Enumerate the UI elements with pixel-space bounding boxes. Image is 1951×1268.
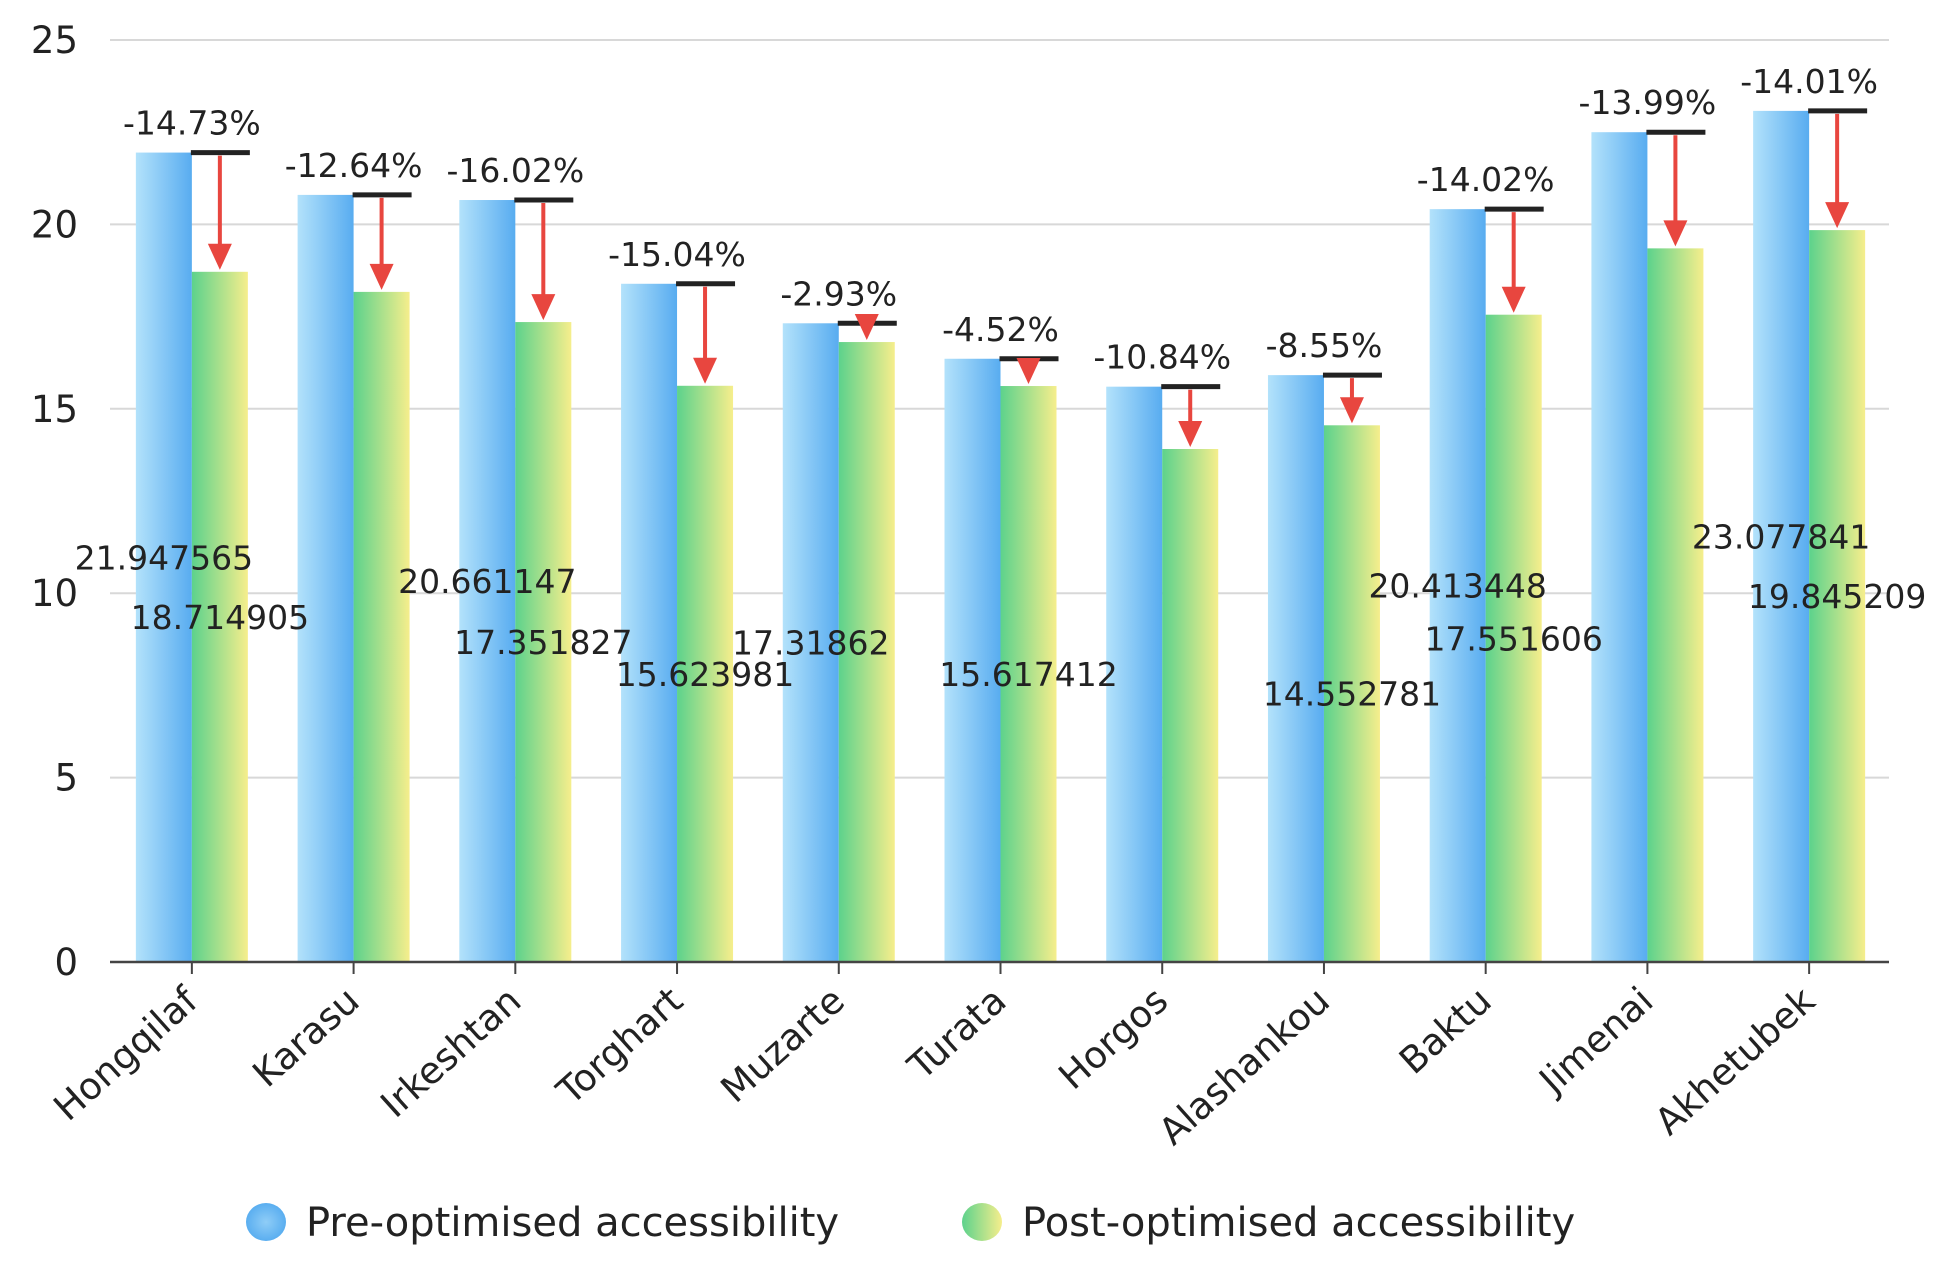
percent-change-label: -16.02% [446,151,584,190]
y-tick-label: 10 [31,572,78,615]
legend-label-pre: Pre-optimised accessibility [306,1200,839,1246]
bar-pre-optimised [1106,386,1163,962]
bar-pre-optimised [782,323,839,962]
decrease-arrow-head [1016,358,1041,385]
y-tick-label: 0 [54,941,78,984]
legend-swatch-post [962,1203,1002,1241]
decrease-arrow-head [1178,420,1203,447]
percent-change-label: -14.73% [123,104,261,143]
decrease-arrow-head [1339,397,1364,424]
bar-pre-optimised [944,358,1001,962]
bar-pre-optimised [459,200,516,962]
y-tick-label: 20 [31,203,78,246]
bar-post-optimised [191,271,248,962]
percent-change-label: -14.02% [1417,160,1555,199]
value-label-pre: 20.413448 [1368,567,1546,606]
percent-change-label: -2.93% [780,274,897,313]
y-tick-label: 5 [54,757,78,800]
value-label-pre: 23.077841 [1692,517,1870,556]
decrease-arrow-head [531,294,556,321]
legend-swatch-pre [246,1203,286,1241]
bar-post-optimised [1323,425,1380,962]
decrease-arrow-head [1501,286,1526,313]
bar-pre-optimised [1591,132,1648,962]
x-tick-label: Hongqilaf [45,978,206,1129]
bar-post-optimised [1809,230,1866,962]
annotations: -14.73% 21.947565 18.714905 -12.64% -16.02% 2… [75,62,1927,714]
bar-post-optimised [1162,448,1219,962]
x-tick-label: Akhetubek [1647,978,1824,1143]
bar-pre-optimised [135,152,192,963]
x-tick-label: Muzarte [713,979,853,1111]
percent-change-label: -14.01% [1740,62,1878,101]
decrease-arrow-head [854,314,879,341]
bar-pre-optimised [297,194,354,962]
decrease-arrow-head [1825,202,1850,229]
decrease-arrow-head [1663,220,1688,247]
percent-change-label: -13.99% [1579,83,1717,122]
legend-label-post: Post-optimised accessibility [1022,1200,1575,1246]
x-tick-label: Jimenai [1530,979,1662,1104]
value-label-pre: 20.661147 [398,562,576,601]
x-tick-label: Torghart [548,979,691,1114]
bar-post-optimised [353,291,410,963]
bar-post-optimised [515,322,572,963]
value-label-post: 17.551606 [1424,619,1602,658]
y-tick-label: 25 [31,19,78,62]
bars [135,110,1866,963]
percent-change-label: -4.52% [942,310,1059,349]
decrease-arrow-head [693,357,718,384]
percent-change-label: -12.64% [285,146,423,185]
bar-pre-optimised [621,283,678,962]
value-label-pre: 21.947565 [75,538,253,577]
bar-post-optimised [1647,248,1704,962]
x-tick-label: Alashankou [1151,979,1338,1154]
legend: Pre-optimised accessibility Post-optimise… [246,1200,1575,1246]
x-tick-label: Irkeshtan [372,979,529,1126]
percent-change-label: -10.84% [1093,338,1231,377]
bar-post-optimised [677,385,734,962]
value-label-post: 15.623981 [616,655,794,694]
y-tick-label: 15 [31,388,78,431]
x-tick-label: Karasu [245,979,368,1096]
bar-post-optimised [1000,386,1057,962]
bar-pre-optimised [1429,209,1486,962]
percent-change-label: -15.04% [608,235,746,274]
bar-post-optimised [1485,314,1542,962]
decrease-arrow-head [207,243,232,270]
bar-pre-optimised [1267,375,1324,963]
bar-post-optimised [838,342,895,962]
bar-pre-optimised [1753,110,1810,962]
x-tick-label: Baktu [1391,979,1500,1083]
value-label-pre: 17.31862 [732,624,889,663]
value-label-post: 18.714905 [131,598,309,637]
percent-change-label: -8.55% [1266,326,1383,365]
value-label-post: 17.351827 [454,623,632,662]
value-label-post: 14.552781 [1263,675,1441,714]
x-tick-label: Turata [899,979,1014,1089]
x-tick-label: Horgos [1051,979,1177,1098]
value-label-post: 19.845209 [1748,577,1926,616]
value-label-post: 15.617412 [939,655,1117,694]
decrease-arrow-head [369,263,394,290]
